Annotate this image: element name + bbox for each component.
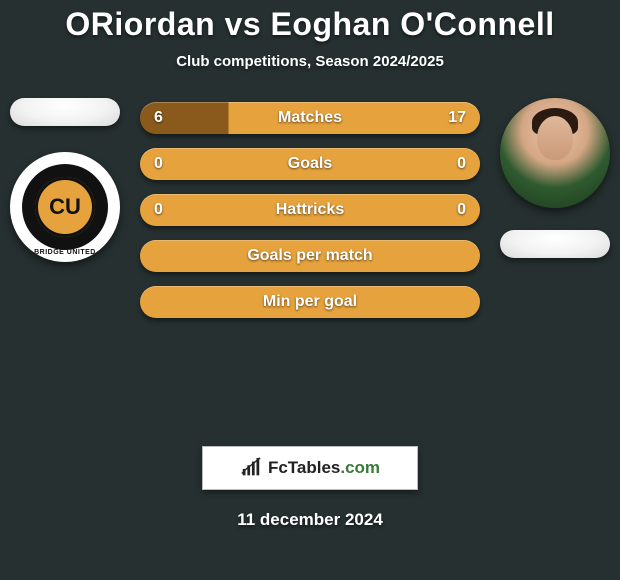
stat-bar-left-value: 0 (154, 155, 163, 173)
stat-bar-label: Goals per match (247, 247, 372, 265)
stat-bar: Hattricks 0 0 (140, 194, 480, 226)
date-text: 11 december 2024 (0, 510, 620, 530)
stat-bar-label: Hattricks (276, 201, 344, 219)
stat-bar-right-value: 0 (457, 155, 466, 173)
brand-domain: .com (340, 458, 380, 477)
club-initials: CU (35, 177, 95, 237)
left-name-pill (10, 98, 120, 126)
club-arc-text: BRIDGE UNITED (10, 249, 120, 256)
left-player-column: CU BRIDGE UNITED (0, 98, 130, 262)
stat-bar: Min per goal (140, 286, 480, 318)
stat-bar-right-value: 17 (448, 109, 466, 127)
left-club-badge: CU BRIDGE UNITED (10, 152, 120, 262)
stat-bar-left-value: 0 (154, 201, 163, 219)
stat-bar-label: Goals (288, 155, 332, 173)
brand-chart-icon (240, 457, 262, 479)
stat-bar-label: Matches (278, 109, 342, 127)
stat-bars: Matches 6 17 Goals 0 0 Hattricks 0 0 Goals per ma… (140, 102, 480, 318)
stat-bar-right-value: 0 (457, 201, 466, 219)
brand-box: FcTables.com (202, 446, 418, 490)
stat-bar: Matches 6 17 (140, 102, 480, 134)
brand-text: FcTables.com (268, 458, 380, 478)
stat-bar-left-value: 6 (154, 109, 163, 127)
right-name-pill (500, 230, 610, 258)
stat-bar: Goals 0 0 (140, 148, 480, 180)
stat-bar-label: Min per goal (263, 293, 357, 311)
stat-bar: Goals per match (140, 240, 480, 272)
right-player-photo (500, 98, 610, 208)
page-title: ORiordan vs Eoghan O'Connell (0, 0, 620, 43)
comparison-arena: CU BRIDGE UNITED Matches617Goals00Hattri… (0, 98, 620, 438)
subtitle: Club competitions, Season 2024/2025 (0, 53, 620, 70)
brand-name: FcTables (268, 458, 340, 477)
right-player-column (490, 98, 620, 258)
